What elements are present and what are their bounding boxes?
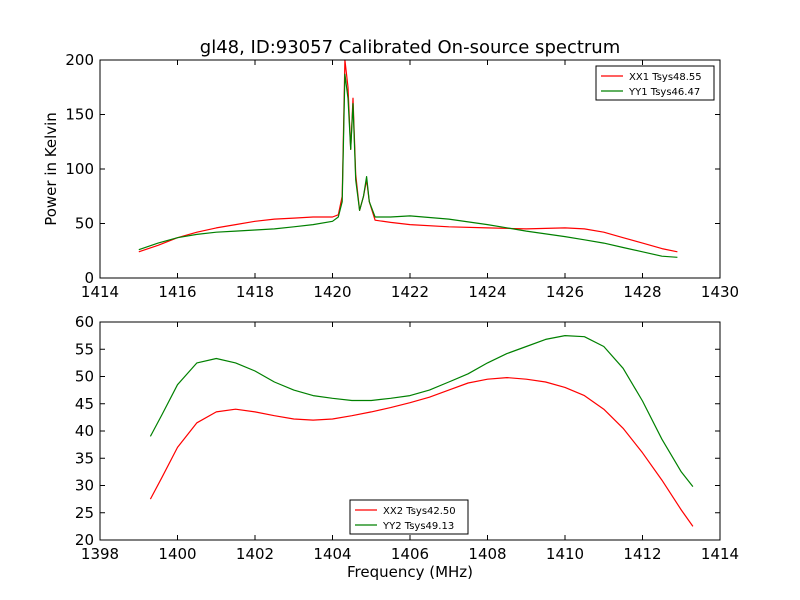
series-line-2 [149, 335, 694, 487]
top-chart-legend: XX1 Tsys48.55 YY1 Tsys46.47 [595, 65, 715, 101]
y-tick-label: 30 [75, 477, 94, 495]
bottom-chart-legend: XX2 Tsys42.50 YY2 Tsys49.13 [349, 499, 469, 535]
x-tick-label: 1422 [391, 283, 429, 301]
y-tick-label: 40 [75, 422, 94, 440]
y-tick-label: 60 [75, 313, 94, 331]
top-chart-panel: gl48, ID:93057 Calibrated On-source spec… [42, 37, 739, 301]
legend-label-1: XX1 Tsys48.55 [629, 72, 702, 83]
legend-label-2: YY1 Tsys46.47 [628, 87, 700, 98]
bottom-chart-panel: Frequency (MHz) 1398 1400 1402 1404 1406 1408… [75, 313, 739, 581]
x-tick-label: 1408 [468, 545, 506, 563]
top-chart-y-axis-label: Power in Kelvin [42, 112, 60, 226]
y-tick-label: 20 [75, 531, 94, 549]
y-tick-label: 35 [75, 449, 94, 467]
series-line-1 [149, 377, 694, 527]
legend-box [595, 65, 715, 101]
x-tick-label: 1410 [546, 545, 584, 563]
y-tick-label: 55 [75, 340, 94, 358]
top-chart-plot-area: 1414 1416 1418 1420 1422 1424 1426 1428 1430 0 50 1… [65, 51, 739, 301]
bottom-chart-plot-area: 1398 1400 1402 1404 1406 1408 1410 1412 1414 20 25… [75, 313, 739, 563]
x-tick-label: 1430 [701, 283, 739, 301]
series-line-2 [138, 73, 678, 258]
y-tick-label: 45 [75, 395, 94, 413]
x-tick-label: 1412 [623, 545, 661, 563]
x-tick-label: 1406 [391, 545, 429, 563]
x-tick-label: 1400 [158, 545, 196, 563]
y-tick-label: 200 [65, 51, 94, 69]
x-tick-label: 1404 [313, 545, 351, 563]
x-tick-label: 1420 [313, 283, 351, 301]
x-tick-label: 1416 [158, 283, 196, 301]
x-tick-label: 1418 [236, 283, 274, 301]
legend-label-2: YY2 Tsys49.13 [382, 521, 454, 532]
y-tick-label: 25 [75, 504, 94, 522]
y-tick-label: 100 [65, 160, 94, 178]
legend-label-1: XX2 Tsys42.50 [383, 506, 456, 517]
x-tick-label: 1414 [701, 545, 739, 563]
x-tick-label: 1428 [623, 283, 661, 301]
y-tick-label: 150 [65, 106, 94, 124]
x-tick-label: 1424 [468, 283, 506, 301]
y-tick-label: 0 [84, 269, 94, 287]
x-tick-label: 1398 [81, 545, 119, 563]
x-tick-label: 1414 [81, 283, 119, 301]
bottom-chart-x-axis-label: Frequency (MHz) [347, 563, 473, 581]
top-chart-title: gl48, ID:93057 Calibrated On-source spec… [200, 37, 620, 58]
x-tick-label: 1402 [236, 545, 274, 563]
y-tick-label: 50 [75, 368, 94, 386]
legend-box [349, 499, 469, 535]
x-tick-label: 1426 [546, 283, 584, 301]
y-tick-label: 50 [75, 215, 94, 233]
